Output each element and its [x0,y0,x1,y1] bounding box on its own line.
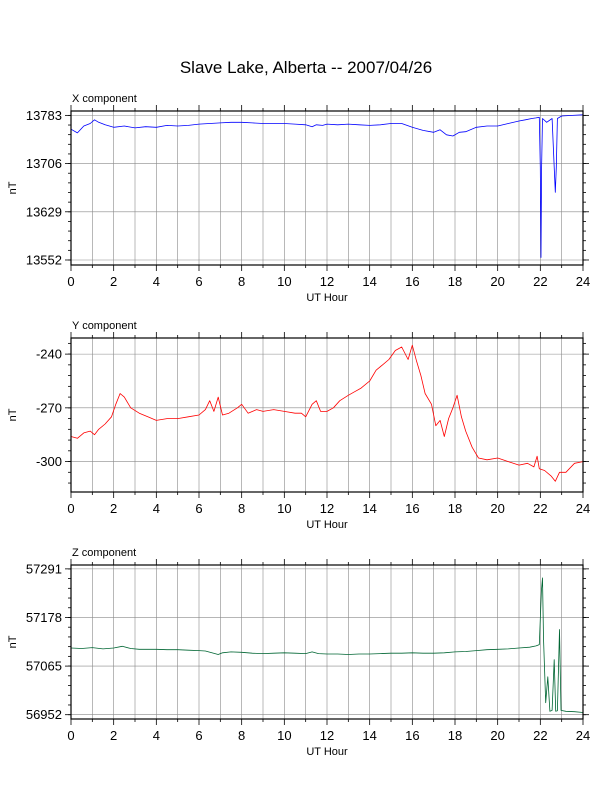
x-tick-label: 8 [238,728,245,743]
x-tick-label: 4 [153,501,160,516]
x-tick-label: 8 [238,501,245,516]
data-series-line [70,577,584,713]
x-tick-label: 2 [110,728,117,743]
chart-title: Slave Lake, Alberta -- 2007/04/26 [179,58,433,77]
panel-label: X component [72,93,137,105]
y-tick-label: -270 [36,400,62,415]
y-tick-label: 13552 [26,252,62,267]
y-tick-label: 57065 [26,659,62,674]
x-tick-label: 12 [320,274,334,289]
x-tick-label: 10 [277,501,291,516]
y-tick-label: -240 [36,347,62,362]
y-axis-label: nT [7,408,19,421]
x-tick-label: 4 [153,274,160,289]
data-series-line [70,114,584,258]
y-tick-label: 13783 [26,108,62,123]
x-tick-label: 18 [448,274,462,289]
y-axis-label: nT [7,181,19,194]
x-tick-label: 20 [490,274,504,289]
panel-label: Y component [72,320,137,332]
x-tick-label: 6 [195,274,202,289]
x-tick-label: 20 [490,501,504,516]
x-tick-label: 16 [405,728,419,743]
x-tick-label: 2 [110,501,117,516]
y-tick-label: 57178 [26,610,62,625]
y-tick-label: 57291 [26,561,62,576]
x-tick-label: 14 [362,274,376,289]
y-tick-label: -300 [36,454,62,469]
x-tick-label: 14 [362,501,376,516]
x-tick-label: 0 [67,501,74,516]
x-tick-label: 0 [67,728,74,743]
x-tick-label: 10 [277,274,291,289]
x-tick-label: 22 [533,274,547,289]
x-tick-label: 10 [277,728,291,743]
x-tick-label: 12 [320,501,334,516]
x-tick-label: 24 [576,728,590,743]
y-tick-label: 13629 [26,204,62,219]
x-tick-label: 12 [320,728,334,743]
x-tick-label: 16 [405,274,419,289]
x-tick-label: 6 [195,501,202,516]
x-tick-label: 16 [405,501,419,516]
y-tick-label: 13706 [26,156,62,171]
x-tick-label: 24 [576,501,590,516]
x-axis-label: UT Hour [306,746,348,758]
x-component-panel: 0 2 4 6 8 10 12 14 16 18 20 22 241355213629137061378… [7,93,590,304]
x-tick-label: 6 [195,728,202,743]
y-tick-label: 56952 [26,707,62,722]
z-component-panel: 0 2 4 6 8 10 12 14 16 18 20 22 245695257065571785729… [7,547,590,758]
x-tick-label: 22 [533,501,547,516]
x-tick-label: 20 [490,728,504,743]
x-axis-label: UT Hour [306,292,348,304]
x-tick-label: 24 [576,274,590,289]
data-series-line [70,344,584,482]
x-tick-label: 0 [67,274,74,289]
x-tick-label: 8 [238,274,245,289]
x-tick-label: 18 [448,728,462,743]
x-tick-label: 4 [153,728,160,743]
x-tick-label: 18 [448,501,462,516]
x-tick-label: 22 [533,728,547,743]
panel-label: Z component [72,547,136,559]
x-tick-label: 14 [362,728,376,743]
y-axis-label: nT [7,635,19,648]
x-axis-label: UT Hour [306,519,348,531]
x-tick-label: 2 [110,274,117,289]
